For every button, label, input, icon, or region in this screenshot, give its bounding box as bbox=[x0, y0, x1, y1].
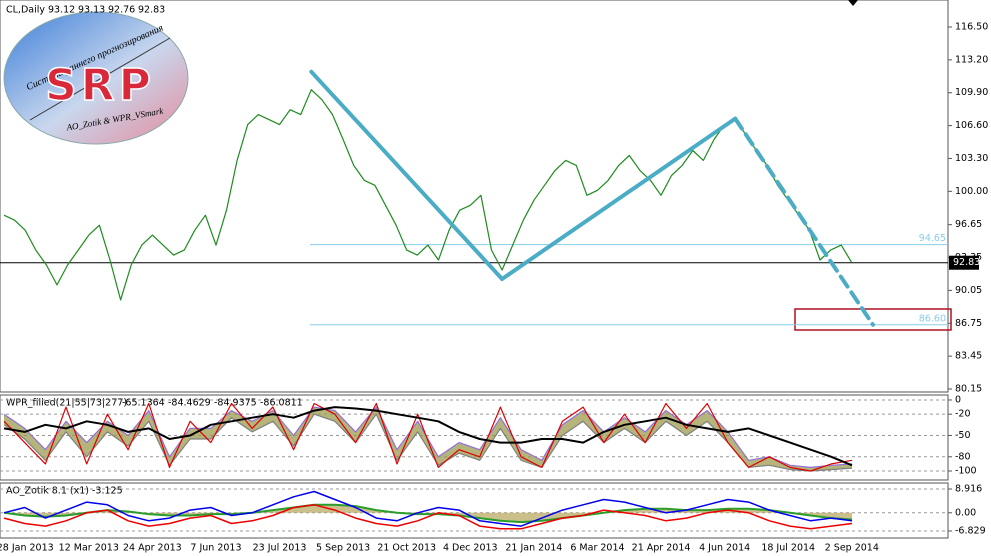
y-tick-label: 80.15 bbox=[955, 384, 982, 395]
trend-line bbox=[500, 116, 738, 281]
target-box bbox=[794, 308, 952, 331]
series-line bbox=[3, 406, 853, 468]
y-tick-label: 83.45 bbox=[955, 351, 982, 362]
x-tick-label: 21 Apr 2014 bbox=[632, 543, 691, 554]
ohlc-value: 92.83 bbox=[138, 5, 165, 16]
ao-title: AO_Zotik 8.1 (x1) bbox=[6, 486, 89, 497]
trend-line bbox=[309, 69, 505, 281]
indicator-value: -86.0811 bbox=[260, 398, 303, 409]
indicator-value: -3.125 bbox=[92, 486, 123, 497]
x-tick-label: 6 Mar 2014 bbox=[570, 543, 624, 554]
indicator-value: -65.1364 bbox=[122, 398, 165, 409]
y-tick-label: 96.65 bbox=[955, 219, 982, 230]
series-line bbox=[3, 503, 853, 524]
y-tick-label: 86.75 bbox=[955, 318, 982, 329]
y-tick-label: 103.30 bbox=[955, 153, 988, 164]
y-tick-label: -50 bbox=[955, 430, 971, 441]
y-tick-label: 8.916 bbox=[955, 484, 982, 495]
x-tick-label: 4 Jun 2014 bbox=[699, 543, 750, 554]
y-tick-label: 0.00 bbox=[955, 507, 976, 518]
series-line bbox=[3, 504, 853, 530]
y-tick-label: 106.60 bbox=[955, 120, 988, 131]
series-line bbox=[3, 406, 853, 467]
current-price-box bbox=[949, 255, 979, 270]
series-line bbox=[3, 490, 853, 527]
shift-marker bbox=[848, 0, 858, 6]
y-tick-label: -20 bbox=[955, 409, 971, 420]
y-tick-label: -6.829 bbox=[955, 526, 986, 537]
wpr-title: WPR_filled(21|55|73|277) bbox=[6, 398, 127, 409]
ohlc-value: 93.12 bbox=[48, 5, 75, 16]
y-tick-label: 109.90 bbox=[955, 87, 988, 98]
x-tick-label: 18 Jul 2014 bbox=[761, 543, 815, 554]
symbol: CL,Daily bbox=[6, 5, 45, 16]
ohlc-value: 93.13 bbox=[78, 5, 105, 16]
x-tick-label: 12 Mar 2013 bbox=[59, 543, 119, 554]
y-tick-label: -80 bbox=[955, 451, 971, 462]
series-line bbox=[3, 402, 853, 472]
x-tick-label: 28 Jan 2013 bbox=[0, 543, 54, 554]
logo-ellipse bbox=[3, 11, 189, 145]
level-label: 86.60 bbox=[919, 313, 946, 324]
x-tick-label: 21 Oct 2013 bbox=[377, 543, 436, 554]
logo-title: SRP bbox=[45, 60, 155, 111]
y-tick-label: 113.20 bbox=[955, 54, 988, 65]
series-line bbox=[3, 89, 853, 301]
y-tick-label: -100 bbox=[955, 465, 977, 476]
y-tick-label: 0 bbox=[955, 394, 961, 405]
current-price-label: 92.83 bbox=[953, 257, 980, 268]
x-tick-label: 24 Apr 2013 bbox=[123, 543, 182, 554]
logo-arrow bbox=[29, 37, 171, 121]
y-tick-label: 100.00 bbox=[955, 186, 988, 197]
x-tick-label: 2 Sep 2014 bbox=[825, 543, 879, 554]
ao-panel bbox=[0, 482, 949, 539]
indicator-value: -84.4629 bbox=[168, 398, 211, 409]
series-line bbox=[3, 413, 853, 472]
y-tick-label: 116.50 bbox=[955, 21, 988, 32]
level-label: 94.65 bbox=[919, 233, 946, 244]
x-tick-label: 23 Jul 2013 bbox=[253, 543, 307, 554]
y-tick-label: 90.05 bbox=[955, 285, 982, 296]
x-tick-label: 4 Dec 2013 bbox=[443, 543, 498, 554]
trend-line bbox=[733, 116, 875, 327]
ohlc-value: 92.76 bbox=[108, 5, 135, 16]
x-tick-label: 5 Sep 2013 bbox=[316, 543, 370, 554]
indicator-value: -84.9375 bbox=[214, 398, 257, 409]
x-tick-label: 7 Jun 2013 bbox=[190, 543, 241, 554]
logo: Система раннего прогнозирования SRP AO_Z… bbox=[3, 11, 189, 145]
x-tick-label: 21 Jan 2014 bbox=[505, 543, 562, 554]
